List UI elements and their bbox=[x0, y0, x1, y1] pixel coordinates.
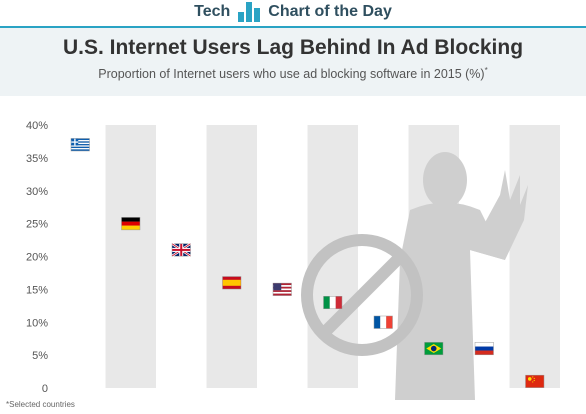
y-tick-label: 5% bbox=[32, 350, 48, 362]
flag-china-icon: China bbox=[525, 374, 545, 388]
data-markers: Greece Germany United Kingdom Spain United S… bbox=[70, 138, 545, 388]
header-band bbox=[0, 26, 586, 96]
y-axis: 0 5% 10% 15% 20% 25% 30% 35% 40% bbox=[26, 120, 48, 395]
column-band bbox=[206, 125, 257, 388]
brand-left: Tech bbox=[194, 3, 231, 20]
no-sign-icon bbox=[301, 234, 423, 356]
y-tick-label: 15% bbox=[26, 284, 48, 296]
y-tick-label: 35% bbox=[26, 153, 48, 165]
flag-france-icon: France bbox=[373, 315, 393, 329]
flag-greece-icon: Greece bbox=[70, 138, 90, 152]
y-tick-label: 30% bbox=[26, 186, 48, 198]
y-tick-label: 25% bbox=[26, 219, 48, 231]
column-band bbox=[105, 125, 156, 388]
column-band bbox=[509, 125, 560, 388]
brand-right: Chart of the Day bbox=[268, 3, 392, 20]
subtitle-footnote-mark: * bbox=[484, 66, 488, 75]
brand-bar: Tech Chart of the Day bbox=[0, 0, 586, 24]
chart-canvas: 0 5% 10% 15% 20% 25% 30% 35% 40% Greece Germany Un… bbox=[26, 120, 560, 400]
flag-spain-icon: Spain bbox=[222, 276, 242, 290]
flag-uk-icon: United Kingdom bbox=[171, 242, 191, 257]
y-tick-label: 10% bbox=[26, 317, 48, 329]
chart-title: U.S. Internet Users Lag Behind In Ad Blo… bbox=[62, 36, 524, 59]
y-tick-label: 0 bbox=[42, 383, 48, 395]
y-tick-label: 20% bbox=[26, 252, 48, 264]
subtitle-text: Proportion of Internet users who use ad … bbox=[98, 67, 485, 82]
y-tick-label: 40% bbox=[26, 120, 48, 132]
person-silhouette-icon bbox=[395, 152, 528, 400]
flag-usa-icon: United States bbox=[272, 282, 292, 296]
flag-italy-icon: Italy bbox=[323, 296, 343, 310]
chart-subtitle: Proportion of Internet users who use ad … bbox=[0, 66, 586, 81]
flag-russia-icon: Russia bbox=[474, 342, 494, 356]
footnote: *Selected countries bbox=[6, 400, 75, 409]
flag-brazil-icon: Brazil bbox=[424, 342, 444, 356]
chart-logo-icon bbox=[238, 2, 261, 22]
flag-germany-icon: Germany bbox=[121, 217, 141, 231]
